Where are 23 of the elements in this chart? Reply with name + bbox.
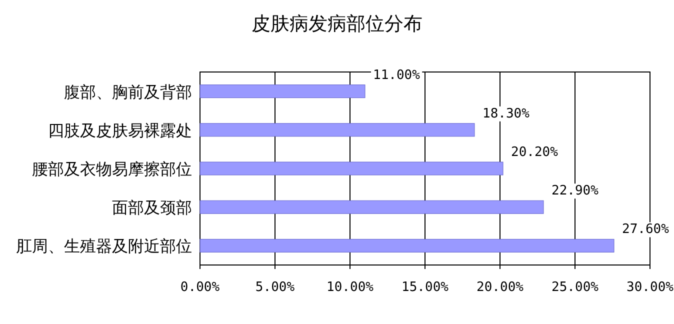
y-tick-label: 四肢及皮肤易裸露处 (48, 120, 192, 140)
y-tick-label: 面部及颈部 (112, 198, 192, 218)
chart-title: 皮肤病发病部位分布 (252, 13, 422, 35)
x-tick-label: 25.00% (552, 280, 599, 295)
bar (200, 123, 475, 137)
x-tick-label: 30.00% (626, 280, 674, 295)
bar (200, 238, 614, 252)
data-label: 11.00% (373, 68, 420, 83)
bar (200, 200, 544, 214)
y-tick-label: 腰部及衣物易摩擦部位 (32, 160, 192, 178)
x-tick-label: 20.00% (476, 280, 524, 295)
x-tick-label: 5.00% (255, 280, 295, 295)
x-tick-label: 15.00% (402, 280, 449, 295)
data-label: 18.30% (482, 106, 530, 122)
x-tick-label: 0.00% (180, 280, 220, 295)
data-label: 20.20% (511, 145, 558, 160)
data-label: 27.60% (622, 222, 670, 238)
data-label: 22.90% (552, 184, 599, 199)
y-tick-label: 肛周、生殖器及附近部位 (16, 236, 192, 256)
bar (200, 84, 366, 98)
x-tick-label: 10.00% (326, 280, 374, 295)
bar (200, 162, 504, 176)
y-tick-label: 腹部、胸前及背部 (64, 82, 192, 102)
